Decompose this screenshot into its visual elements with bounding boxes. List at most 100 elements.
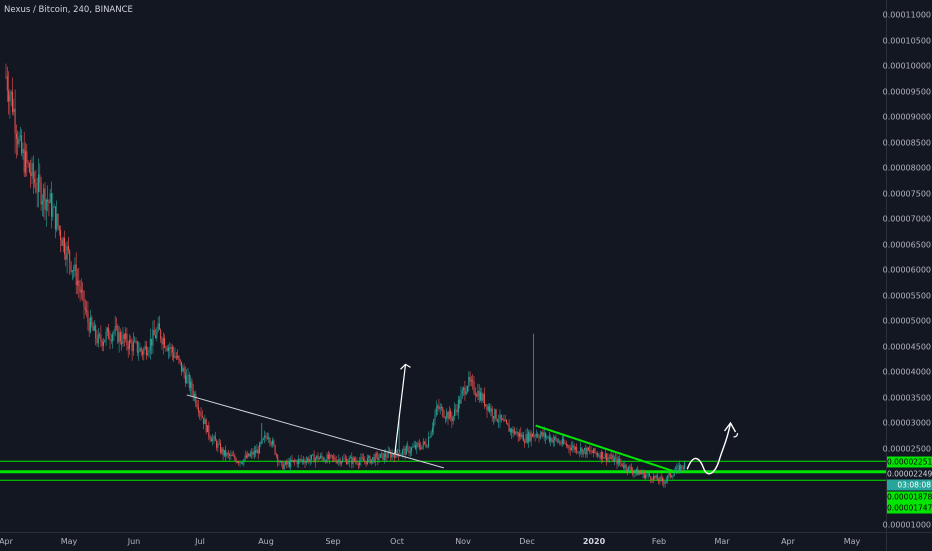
candle-body xyxy=(396,449,398,454)
candle-body xyxy=(554,437,556,441)
candle-body xyxy=(503,419,505,422)
candle-body xyxy=(329,454,331,459)
candle-body xyxy=(621,463,623,467)
candle-body xyxy=(586,447,588,455)
candle-body xyxy=(580,447,582,452)
candle-body xyxy=(435,407,437,415)
candle-body xyxy=(244,455,246,460)
candle-body xyxy=(168,347,169,351)
candle-body xyxy=(481,392,483,401)
candle-body xyxy=(196,404,198,408)
candle-body xyxy=(109,339,111,340)
candle-body xyxy=(12,91,13,112)
candle-body xyxy=(121,341,123,345)
candle-body xyxy=(304,461,306,464)
candle-body xyxy=(405,446,407,455)
candle-body xyxy=(587,447,589,451)
candle-body xyxy=(641,473,643,475)
candle-body xyxy=(633,472,635,474)
candle-body xyxy=(551,438,553,443)
candle-body xyxy=(65,253,67,260)
candle-body xyxy=(238,462,240,464)
candle-body xyxy=(603,457,605,459)
candle-body xyxy=(142,351,143,355)
candle-body xyxy=(197,407,199,412)
candle-body xyxy=(221,448,223,453)
candle-body xyxy=(572,445,574,448)
candle-body xyxy=(512,429,514,433)
price-tick: 0.00007000 xyxy=(882,214,931,224)
candle-body xyxy=(227,452,229,455)
candle-body xyxy=(256,449,258,454)
candle-body xyxy=(279,461,281,463)
candle-body xyxy=(44,188,46,211)
projection-arrow-head xyxy=(723,421,737,433)
candle-body xyxy=(82,290,84,292)
price-axis[interactable]: 0.00011000 0.00010500 0.00010000 0.00009500… xyxy=(882,0,932,532)
candle-body xyxy=(79,286,81,293)
candle-body xyxy=(298,459,299,465)
candle-body xyxy=(153,329,155,336)
candle-body xyxy=(542,432,544,437)
candle-body xyxy=(525,434,527,443)
candle-body xyxy=(642,471,644,475)
candle-body xyxy=(451,416,453,422)
candle-body xyxy=(546,437,548,438)
candle-body xyxy=(226,452,228,457)
chart-pane[interactable] xyxy=(0,0,886,532)
candle-body xyxy=(464,387,466,395)
candle-body xyxy=(17,138,19,145)
candle-body xyxy=(337,460,338,463)
time-label: Jun xyxy=(127,537,141,546)
candle-body xyxy=(25,151,26,173)
candle-body xyxy=(295,460,297,462)
candle-body xyxy=(186,375,188,384)
candle-body xyxy=(425,443,427,447)
candle-body xyxy=(348,458,350,463)
candle-body xyxy=(353,457,355,461)
candle-body xyxy=(272,440,273,445)
candle-body xyxy=(426,446,428,448)
candle-body xyxy=(357,463,359,465)
candle-body xyxy=(456,409,458,413)
candle-body xyxy=(343,458,345,460)
candle-body xyxy=(162,338,164,345)
candle-body xyxy=(260,442,262,444)
candle-body xyxy=(496,419,498,422)
price-tick: 0.00003000 xyxy=(882,418,931,428)
price-tick: 0.00004500 xyxy=(882,342,931,351)
candle-body xyxy=(629,466,631,468)
price-tick: 0.00011000 xyxy=(882,10,931,20)
candle-body xyxy=(363,458,364,462)
candle-body xyxy=(184,373,186,384)
candle-body xyxy=(602,451,604,459)
candle-body xyxy=(291,459,293,462)
candle-body xyxy=(352,457,354,464)
candle-body xyxy=(191,381,193,391)
candle-body xyxy=(92,325,94,331)
time-axis[interactable]: Apr May Jun Jul Aug Sep Oct Nov Dec 2020 Feb Mar Apr… xyxy=(0,532,886,551)
candle-body xyxy=(90,317,91,332)
candle-body xyxy=(532,433,533,437)
candle-body xyxy=(67,246,69,251)
candle-body xyxy=(251,451,253,455)
candle-body xyxy=(593,448,595,453)
candle-body xyxy=(136,341,138,353)
candle-body xyxy=(383,453,385,460)
candle-body xyxy=(71,270,73,272)
candle-body xyxy=(513,429,515,434)
candle-body xyxy=(413,445,415,447)
candle-body xyxy=(15,133,17,139)
candle-body xyxy=(288,461,290,467)
candle-body xyxy=(529,432,531,441)
candle-body xyxy=(547,436,549,438)
candle-body xyxy=(528,432,530,442)
candle-body xyxy=(591,452,593,454)
candle-body xyxy=(278,461,280,463)
candle-body xyxy=(469,376,471,382)
price-chart[interactable] xyxy=(0,0,886,532)
candle-body xyxy=(498,421,500,423)
candle-body xyxy=(86,309,88,312)
candle-body xyxy=(584,447,585,450)
candle-body xyxy=(487,406,489,411)
